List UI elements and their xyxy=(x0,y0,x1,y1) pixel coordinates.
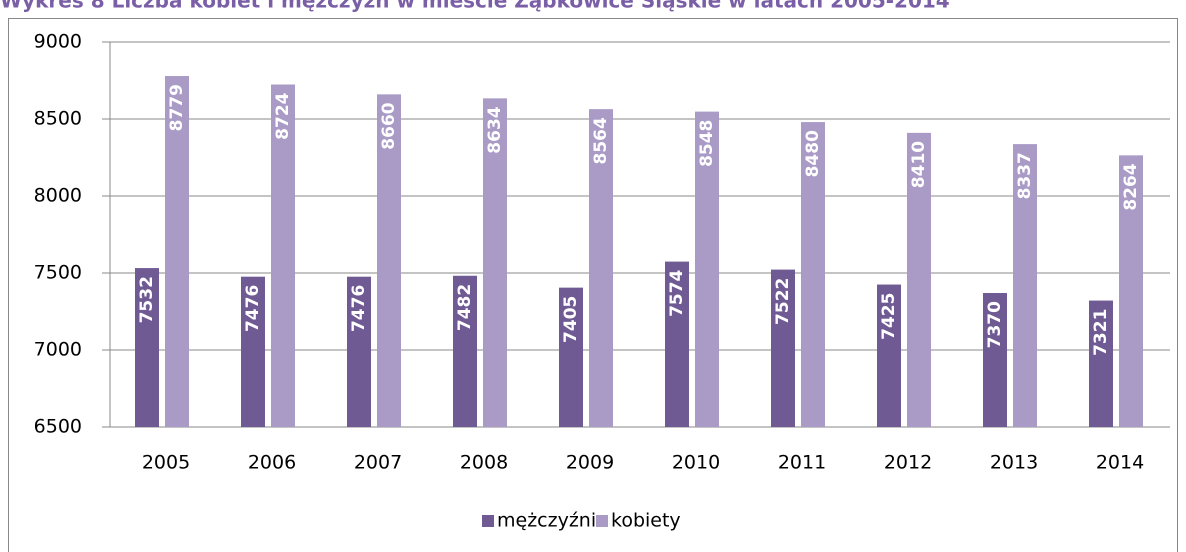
bar xyxy=(241,276,265,427)
value-label: 7574 xyxy=(667,269,687,316)
value-label: 8410 xyxy=(909,141,929,188)
value-label: 8548 xyxy=(697,120,717,167)
value-label: 7405 xyxy=(561,296,581,343)
y-tick-label: 7500 xyxy=(34,262,82,284)
bar xyxy=(665,261,689,427)
value-label: 7425 xyxy=(879,293,899,340)
x-tick-label: 2005 xyxy=(142,452,190,474)
bar xyxy=(1119,155,1143,427)
y-tick-label: 7000 xyxy=(34,339,82,361)
value-label: 8564 xyxy=(591,117,611,164)
bar xyxy=(771,269,795,427)
x-tick-label: 2007 xyxy=(354,452,402,474)
y-tick-label: 6500 xyxy=(34,416,82,438)
value-label: 8660 xyxy=(379,102,399,149)
x-tick-label: 2012 xyxy=(884,452,932,474)
bar xyxy=(983,293,1007,427)
bar xyxy=(695,111,719,427)
legend-label: kobiety xyxy=(611,510,681,532)
bar xyxy=(589,109,613,428)
bar xyxy=(907,132,931,428)
y-tick-label: 8000 xyxy=(34,185,82,207)
chart-border xyxy=(8,18,1178,552)
bar xyxy=(135,268,159,427)
value-label: 7476 xyxy=(349,285,369,332)
bar xyxy=(347,276,371,427)
bar xyxy=(483,98,507,427)
value-label: 7522 xyxy=(773,278,793,325)
x-tick-label: 2014 xyxy=(1096,452,1144,474)
x-tick-label: 2009 xyxy=(566,452,614,474)
value-label: 8337 xyxy=(1015,152,1035,199)
value-label: 7476 xyxy=(243,285,263,332)
value-label: 7532 xyxy=(137,276,157,323)
legend-swatch xyxy=(482,515,494,527)
x-tick-label: 2008 xyxy=(460,452,508,474)
value-label: 8779 xyxy=(167,84,187,131)
value-label: 8724 xyxy=(273,92,293,139)
bar xyxy=(377,94,401,428)
bar xyxy=(877,284,901,427)
y-tick-label: 9000 xyxy=(34,31,82,53)
legend-swatch xyxy=(596,515,608,527)
chart-title: Wykres 8 Liczba kobiet i mężczyzn w mieś… xyxy=(0,0,950,13)
value-label: 7321 xyxy=(1091,309,1111,356)
bar xyxy=(271,84,295,427)
bar xyxy=(1089,300,1113,427)
bar xyxy=(453,275,477,427)
bar xyxy=(559,287,583,427)
value-label: 8264 xyxy=(1121,163,1141,210)
x-tick-label: 2013 xyxy=(990,452,1038,474)
value-label: 8634 xyxy=(485,106,505,153)
legend-label: mężczyźni xyxy=(497,510,596,532)
value-label: 7370 xyxy=(985,301,1005,348)
x-tick-label: 2011 xyxy=(778,452,826,474)
bar xyxy=(165,76,189,427)
y-tick-label: 8500 xyxy=(34,108,82,130)
x-tick-label: 2010 xyxy=(672,452,720,474)
bar xyxy=(1013,144,1037,428)
value-label: 7482 xyxy=(455,284,475,331)
value-label: 8480 xyxy=(803,130,823,177)
x-tick-label: 2006 xyxy=(248,452,296,474)
bar xyxy=(801,122,825,427)
